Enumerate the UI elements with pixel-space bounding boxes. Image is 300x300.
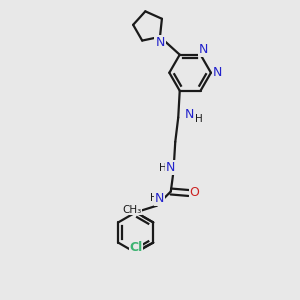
Text: H: H [150,193,158,203]
Text: N: N [155,192,164,205]
Text: Cl: Cl [130,242,143,254]
Text: O: O [190,187,200,200]
Text: N: N [185,108,194,121]
Text: N: N [166,161,175,174]
Text: H: H [160,163,167,173]
Text: N: N [213,66,222,79]
Text: N: N [199,43,208,56]
Text: H: H [195,114,202,124]
Text: N: N [155,36,165,49]
Text: CH₃: CH₃ [122,205,142,215]
